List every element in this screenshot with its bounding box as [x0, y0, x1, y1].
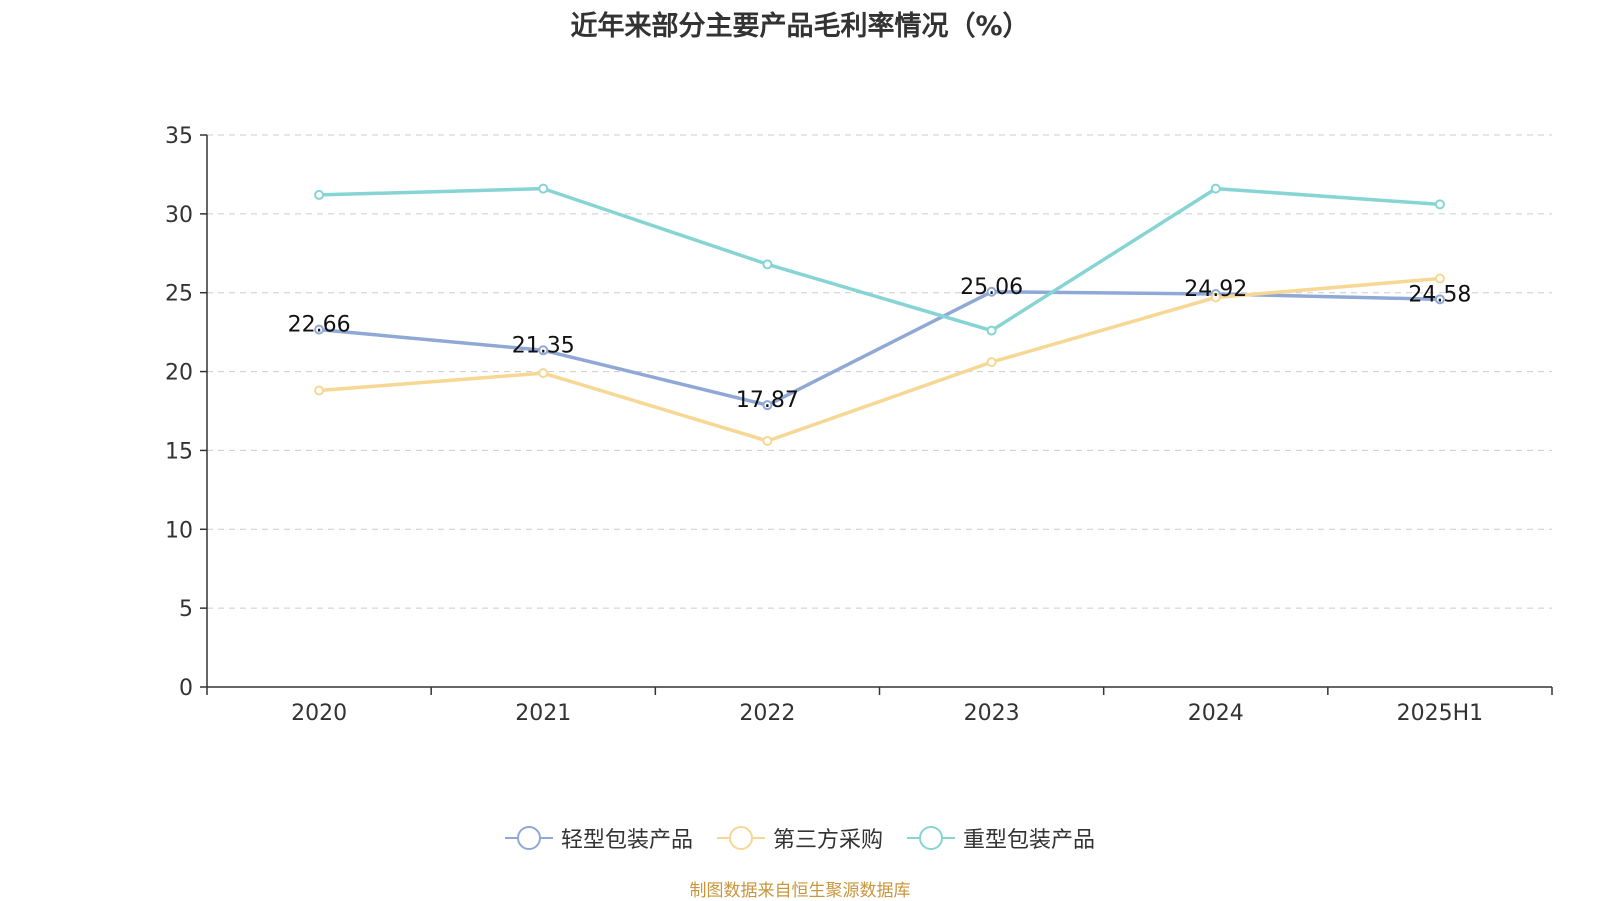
- x-tick-label: 2021: [515, 701, 571, 726]
- data-point: [1434, 294, 1445, 305]
- legend-item[interactable]: 第三方采购: [716, 822, 883, 854]
- legend-label: 重型包装产品: [963, 828, 1096, 853]
- data-point: [762, 400, 773, 411]
- data-label: 22.66: [288, 313, 351, 338]
- y-tick-label: 0: [179, 676, 193, 701]
- y-tick-label: 30: [165, 203, 193, 228]
- series-line: [318, 276, 1441, 443]
- source-note: 制图数据来自恒生聚源数据库: [689, 881, 911, 901]
- data-point: [762, 435, 773, 446]
- legend-item[interactable]: 轻型包装产品: [504, 822, 693, 854]
- legend-item[interactable]: 重型包装产品: [907, 822, 1095, 854]
- data-label: 21.35: [512, 333, 575, 358]
- x-tick-label: 2023: [964, 701, 1020, 726]
- data-point: [986, 325, 997, 336]
- y-tick-label: 15: [165, 439, 193, 464]
- legend: 轻型包装产品 第三方采购 重型包装产品: [0, 822, 1600, 854]
- x-tick-label: 2022: [739, 701, 795, 726]
- data-point: [1210, 292, 1221, 303]
- data-point: [538, 183, 549, 194]
- legend-marker-icon: [504, 826, 553, 850]
- data-point: [314, 324, 325, 335]
- data-point: [1210, 183, 1221, 194]
- series-lines: [314, 183, 1445, 446]
- data-point: [314, 385, 325, 396]
- x-tick-label: 2024: [1188, 701, 1244, 726]
- data-point: [762, 259, 773, 270]
- axes: 0 5 10 15 20 25 30 35 2020 2021 2022 2023 2024 2025H1: [165, 124, 1553, 726]
- y-tick-label: 5: [179, 597, 193, 622]
- data-label: 24.58: [1408, 282, 1471, 307]
- y-tick-label: 20: [165, 361, 193, 386]
- series-line: [318, 290, 1440, 407]
- y-tick-label: 35: [165, 124, 193, 149]
- grid-lines: [207, 134, 1552, 609]
- legend-label: 第三方采购: [772, 828, 883, 853]
- data-point: [538, 345, 549, 356]
- data-label: 17.87: [736, 388, 799, 413]
- data-labels: 22.66 21.35 17.87 25.06 24.92 24.58: [288, 275, 1472, 413]
- legend-label: 轻型包装产品: [560, 828, 693, 853]
- series-line: [319, 186, 1441, 333]
- x-tick-label: 2025H1: [1397, 701, 1484, 726]
- legend-marker-icon: [716, 826, 765, 850]
- y-tick-label: 10: [165, 518, 193, 543]
- y-tick-label: 25: [165, 282, 193, 307]
- chart-title: 近年来部分主要产品毛利率情况（%）: [570, 11, 1030, 42]
- data-point: [538, 368, 549, 379]
- data-point: [1434, 273, 1445, 284]
- data-point: [1434, 199, 1445, 210]
- data-label: 25.06: [960, 275, 1023, 300]
- x-tick-label: 2020: [291, 701, 347, 726]
- data-point: [314, 189, 325, 200]
- data-label: 24.92: [1184, 277, 1247, 302]
- legend-marker-icon: [907, 826, 955, 850]
- data-point: [986, 357, 997, 368]
- data-point: [986, 286, 997, 297]
